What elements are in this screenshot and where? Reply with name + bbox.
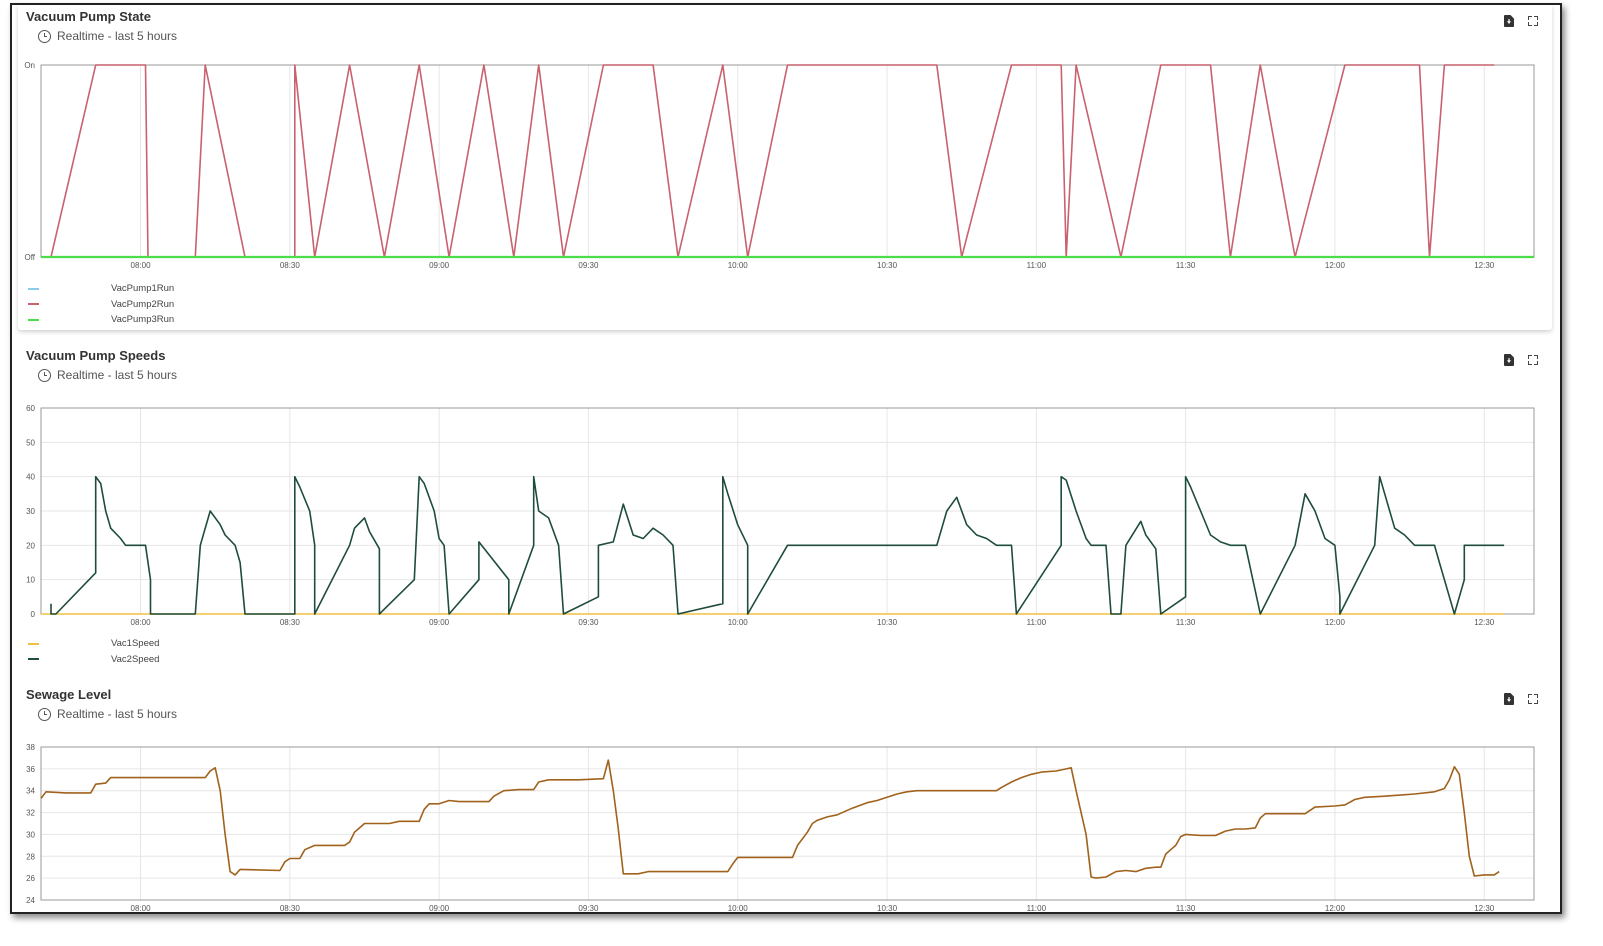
x-tick-label: 12:00 bbox=[1325, 261, 1346, 270]
time-range-label: Realtime - last 5 hours bbox=[38, 707, 177, 721]
vacuum-pump-speeds-chart: 08:00 08:30 09:00 09:30 10:00 10:30 11:00 11:30… bbox=[26, 404, 1535, 627]
time-range-text: Realtime - last 5 hours bbox=[57, 368, 178, 382]
x-tick-label: 08:00 bbox=[131, 904, 152, 912]
y-tick-label: 40 bbox=[26, 473, 35, 482]
y-tick-label: 30 bbox=[26, 507, 35, 516]
x-tick-label: 10:00 bbox=[728, 904, 749, 912]
x-tick-label: 10:30 bbox=[877, 618, 898, 627]
legend-swatch bbox=[28, 287, 39, 290]
legend-label: VacPump1Run bbox=[111, 283, 175, 295]
y-tick-label: Off bbox=[24, 253, 35, 262]
legend-item-vacpump3run[interactable]: VacPump3Run bbox=[28, 312, 174, 328]
panel-toolbar bbox=[1504, 693, 1538, 705]
legend-swatch bbox=[28, 642, 39, 645]
x-tick-label: 12:00 bbox=[1325, 618, 1346, 627]
x-tick-label: 09:00 bbox=[429, 618, 450, 627]
x-tick-label: 12:30 bbox=[1474, 904, 1495, 912]
legend-swatch bbox=[28, 318, 39, 321]
y-tick-label: 24 bbox=[26, 896, 35, 905]
panel-toolbar bbox=[1504, 354, 1538, 366]
y-tick-label: 30 bbox=[26, 830, 35, 839]
x-tick-label: 11:30 bbox=[1176, 904, 1196, 912]
y-tick-label: 10 bbox=[26, 576, 35, 585]
y-tick-label: 36 bbox=[26, 765, 35, 774]
x-tick-label: 11:00 bbox=[1027, 904, 1047, 912]
time-range-text: Realtime - last 5 hours bbox=[57, 29, 178, 43]
download-icon[interactable] bbox=[1504, 15, 1514, 27]
x-tick-label: 10:30 bbox=[877, 261, 898, 270]
clock-icon bbox=[38, 368, 51, 382]
x-tick-label: 12:30 bbox=[1474, 618, 1495, 627]
x-tick-label: 08:00 bbox=[131, 618, 152, 627]
plot-area bbox=[40, 746, 1535, 901]
fullscreen-icon[interactable] bbox=[1528, 355, 1538, 365]
x-tick-label: 11:30 bbox=[1176, 618, 1196, 627]
legend-item-vac1speed[interactable]: Vac1Speed bbox=[28, 636, 159, 652]
clock-icon bbox=[38, 707, 51, 721]
y-tick-label: 28 bbox=[26, 852, 35, 861]
sewage-level-chart: 08:00 08:30 09:00 09:30 10:00 10:30 11:00 11:30… bbox=[26, 743, 1535, 912]
series-line-vac2speed[interactable] bbox=[50, 475, 1505, 615]
panel-toolbar bbox=[1504, 15, 1538, 27]
x-tick-label: 08:00 bbox=[131, 261, 152, 270]
time-range-label: Realtime - last 5 hours bbox=[38, 29, 177, 43]
panel-title: Vacuum Pump Speeds bbox=[26, 348, 166, 363]
download-icon[interactable] bbox=[1504, 693, 1514, 705]
clock-icon bbox=[38, 29, 51, 43]
vacuum-pump-state-chart: 08:00 08:30 09:00 09:30 10:00 10:30 11:00 11:30… bbox=[24, 61, 1535, 270]
vacuum-pump-state-panel: Vacuum Pump State Realtime - last 5 hour… bbox=[18, 5, 1552, 330]
plot-area bbox=[40, 64, 1535, 258]
y-tick-label: 32 bbox=[26, 809, 35, 818]
legend-swatch bbox=[28, 303, 39, 306]
series-line-vacpump2run[interactable] bbox=[50, 64, 1495, 258]
x-tick-label: 10:00 bbox=[728, 618, 749, 627]
y-tick-label: 0 bbox=[31, 610, 36, 619]
y-tick-label: 20 bbox=[26, 541, 35, 550]
legend-item-vacpump2run[interactable]: VacPump2Run bbox=[28, 297, 174, 313]
chart-legend: VacPump1Run VacPump2Run VacPump3Run bbox=[28, 281, 174, 328]
panel-title: Sewage Level bbox=[26, 687, 112, 702]
y-tick-label: 50 bbox=[26, 438, 35, 447]
x-tick-label: 09:00 bbox=[429, 261, 450, 270]
vacuum-pump-speeds-panel: Vacuum Pump Speeds Realtime - last 5 hou… bbox=[18, 344, 1552, 674]
time-range-text: Realtime - last 5 hours bbox=[57, 707, 178, 721]
sewage-level-panel: Sewage Level Realtime - last 5 hours 08:… bbox=[18, 683, 1552, 912]
panel-title: Vacuum Pump State bbox=[26, 9, 151, 24]
x-tick-label: 12:00 bbox=[1325, 904, 1346, 912]
legend-item-vac2speed[interactable]: Vac2Speed bbox=[28, 652, 159, 668]
x-tick-label: 08:30 bbox=[280, 904, 301, 912]
x-tick-label: 08:30 bbox=[280, 618, 301, 627]
x-tick-label: 09:30 bbox=[578, 261, 599, 270]
x-tick-label: 11:00 bbox=[1027, 618, 1047, 627]
legend-swatch bbox=[28, 658, 39, 661]
x-tick-label: 09:00 bbox=[429, 904, 450, 912]
download-icon[interactable] bbox=[1504, 354, 1514, 366]
legend-label: VacPump3Run bbox=[111, 314, 175, 326]
y-tick-label: 26 bbox=[26, 874, 35, 883]
y-tick-label: On bbox=[24, 61, 35, 70]
legend-label: Vac2Speed bbox=[111, 653, 160, 665]
legend-label: VacPump2Run bbox=[111, 298, 175, 310]
time-range-label: Realtime - last 5 hours bbox=[38, 368, 177, 382]
x-tick-label: 11:00 bbox=[1027, 261, 1047, 270]
x-tick-label: 12:30 bbox=[1474, 261, 1495, 270]
y-tick-label: 60 bbox=[26, 404, 35, 413]
y-tick-label: 34 bbox=[26, 787, 35, 796]
x-tick-label: 09:30 bbox=[578, 618, 599, 627]
legend-label: Vac1Speed bbox=[111, 638, 160, 650]
x-tick-label: 10:30 bbox=[877, 904, 898, 912]
x-tick-label: 09:30 bbox=[578, 904, 599, 912]
legend-item-vacpump1run[interactable]: VacPump1Run bbox=[28, 281, 174, 297]
fullscreen-icon[interactable] bbox=[1528, 694, 1538, 704]
fullscreen-icon[interactable] bbox=[1528, 16, 1538, 26]
x-tick-label: 10:00 bbox=[728, 261, 749, 270]
x-tick-label: 11:30 bbox=[1176, 261, 1196, 270]
chart-legend: Vac1Speed Vac2Speed bbox=[28, 636, 159, 667]
series-line-sewage-level[interactable] bbox=[40, 759, 1500, 879]
y-tick-label: 38 bbox=[26, 743, 35, 752]
x-tick-label: 08:30 bbox=[280, 261, 301, 270]
dashboard-frame: Vacuum Pump State Realtime - last 5 hour… bbox=[10, 3, 1562, 914]
